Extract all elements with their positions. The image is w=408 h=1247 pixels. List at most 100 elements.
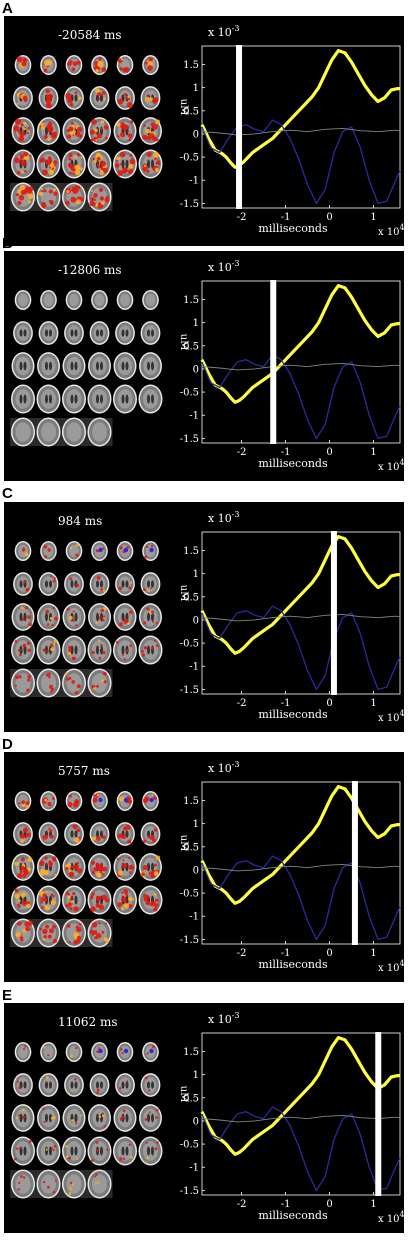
brain-slice	[38, 1073, 59, 1097]
brain-slice	[113, 1136, 137, 1166]
brain-slice	[116, 290, 134, 310]
y-axis-label: uM	[178, 585, 189, 602]
brain-slice	[91, 290, 108, 310]
brain-slice	[89, 86, 110, 110]
series-line	[201, 855, 401, 941]
brain-slice-grid	[10, 791, 163, 948]
y-tick-label: 1.5	[183, 796, 199, 807]
x-axis-label: milliseconds	[258, 1209, 328, 1222]
brain-slice	[35, 668, 62, 698]
series-line-main	[200, 49, 400, 169]
brain-slice	[87, 149, 112, 179]
brain-slice	[116, 791, 134, 811]
brain-slice	[37, 1104, 60, 1132]
x-tick-label: -1	[281, 1199, 291, 1210]
y-tick-label: 0.5	[183, 842, 199, 853]
plot-axes-box	[201, 531, 401, 695]
brain-slice	[64, 86, 84, 110]
x-axis-label: milliseconds	[258, 457, 328, 470]
y-exponent-label: x 10-3	[208, 1011, 240, 1026]
brain-slice	[64, 572, 84, 596]
y-tick-label: 1	[193, 318, 199, 329]
y-tick-label: 0	[193, 129, 199, 140]
brain-slice	[89, 572, 110, 596]
brain-slice	[89, 822, 110, 846]
y-tick-label: -1.5	[180, 1186, 199, 1197]
series-line-main	[200, 535, 400, 655]
x-tick-label: 0	[326, 447, 332, 458]
brain-slice	[89, 321, 110, 345]
y-tick-label: -1.5	[180, 199, 199, 210]
y-tick-label: -1.5	[180, 434, 199, 445]
y-tick-label: -0.5	[180, 639, 199, 650]
brain-slice	[61, 417, 87, 447]
time-cursor	[375, 1032, 382, 1196]
x-exponent-label: x 104	[378, 1210, 404, 1225]
brain-slice	[61, 668, 87, 698]
brain-slice	[88, 603, 111, 631]
brain-slice	[62, 149, 86, 179]
series-line	[201, 354, 401, 440]
brain-slice	[89, 1073, 110, 1097]
time-cursor	[270, 280, 277, 444]
brain-slice	[36, 635, 61, 665]
figure-panel: 984 ms 1.5 1 0.5 0 -0.5 -1 -1.5 -2 -1 0 1 x 10-3 uM mi…	[4, 502, 404, 732]
brain-slice	[87, 384, 112, 414]
brain-slice	[88, 1104, 111, 1132]
x-exponent-label: x 104	[378, 959, 404, 974]
x-tick-label: -1	[281, 698, 291, 709]
panel-letter: C	[2, 485, 13, 502]
brain-slice	[62, 885, 86, 915]
brain-slice	[61, 182, 87, 212]
brain-slice	[65, 541, 83, 561]
plot-axes-box	[201, 45, 401, 209]
brain-slice	[113, 149, 137, 179]
y-exponent-label: x 10-3	[208, 510, 240, 525]
brain-slice	[36, 384, 61, 414]
brain-slice	[38, 86, 59, 110]
brain-slice	[115, 572, 135, 596]
x-tick-label: 1	[370, 212, 376, 223]
brain-slice	[113, 853, 137, 881]
brain-slice	[138, 384, 163, 414]
y-tick-label: -0.5	[180, 153, 199, 164]
brain-slice	[38, 822, 59, 846]
series-line	[201, 863, 401, 872]
brain-slice	[88, 853, 111, 881]
x-tick-label: -2	[237, 1199, 247, 1210]
x-tick-label: 1	[370, 698, 376, 709]
brain-slice	[139, 603, 162, 631]
brain-slice	[113, 635, 137, 665]
figure-panel: 11062 ms 1.5 1 0.5 0 -0.5 -1 -1.5 -2 -1 0 1 x 10-3 uM…	[4, 1003, 404, 1233]
x-tick-label: 0	[326, 698, 332, 709]
brain-slice	[13, 572, 33, 596]
brain-slice	[14, 791, 32, 811]
brain-slice	[10, 1169, 36, 1199]
brain-slice	[11, 1136, 35, 1166]
brain-slice	[64, 822, 84, 846]
x-tick-label: -2	[237, 212, 247, 223]
y-tick-label: -1	[189, 1163, 199, 1174]
time-cursor	[236, 45, 243, 209]
brain-slice	[40, 541, 57, 561]
time-label: -20584 ms	[58, 28, 122, 42]
x-tick-label: 0	[326, 212, 332, 223]
series-line-main	[200, 785, 400, 905]
brain-slice	[11, 603, 35, 631]
panel-letter: D	[2, 736, 13, 753]
brain-slice	[139, 352, 162, 380]
brain-slice	[140, 321, 161, 345]
brain-slice	[116, 541, 134, 561]
y-tick-label: 0	[193, 615, 199, 626]
panel-letter: A	[2, 0, 13, 17]
brain-slice	[62, 352, 86, 380]
y-tick-label: -1	[189, 176, 199, 187]
plot-axes-box	[201, 1032, 401, 1196]
brain-slice	[142, 55, 159, 75]
brain-slice	[139, 1104, 162, 1132]
y-tick-label: 0	[193, 364, 199, 375]
figure-panel: -20584 ms 1.5 1 0.5 0 -0.5 -1 -1.5 -2 -1 0 1 x 10-3 u…	[4, 16, 404, 246]
brain-slice	[87, 885, 112, 915]
brain-slice	[65, 1042, 83, 1062]
brain-slice	[91, 541, 108, 561]
